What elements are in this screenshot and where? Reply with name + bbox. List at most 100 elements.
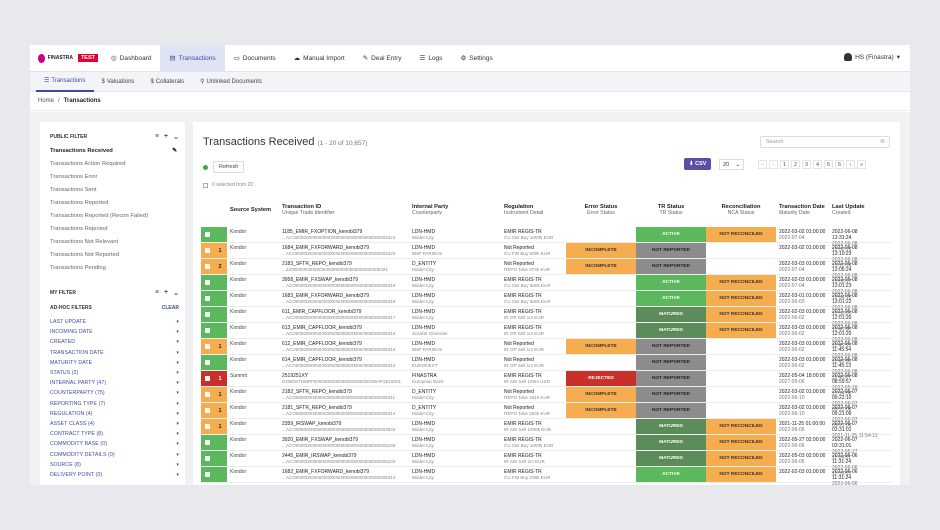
search-clear-icon[interactable]: ⊗ <box>879 139 885 145</box>
public-filter-item[interactable]: Transactions Pending <box>50 261 185 274</box>
subtab-transactions[interactable]: ☰ Transactions <box>36 72 94 92</box>
adhoc-filter-item[interactable]: MATURITY DATE ▾ <box>50 358 185 368</box>
nav-documents[interactable]: ▭ Documents <box>225 45 285 72</box>
transaction-id-cell[interactable]: 2519251XY D2WD07HMPF000000000000000000000… <box>279 371 409 386</box>
adhoc-filter-item[interactable]: REGULATION (4) ▾ <box>50 409 185 419</box>
adhoc-filter-item[interactable]: SOURCE (8) ▾ <box>50 460 185 470</box>
nav-deal-entry[interactable]: ✎ Deal Entry <box>354 45 411 72</box>
list-icon[interactable]: ≡ <box>154 288 160 296</box>
subtab-valuations[interactable]: $ Valuations <box>94 72 143 92</box>
column-header[interactable]: Transaction Date Maturity Date <box>776 196 829 224</box>
adhoc-filter-item[interactable]: DELIVERY POINT (0) ▾ <box>50 470 185 480</box>
nav-transactions[interactable]: ▤ Transactions <box>160 45 225 72</box>
row-checkbox[interactable] <box>204 264 210 269</box>
adhoc-filter-item[interactable]: COUNTERPARTY (75) ▾ <box>50 388 185 398</box>
row-checkbox[interactable] <box>204 440 210 445</box>
table-row[interactable]: 1 Summit 2519251XY D2WD07HMPF00000000000000… <box>201 371 891 397</box>
table-row[interactable]: Kondor 1682_EMIR_FXFORWARD_kenobi379 ...AC… <box>201 467 891 485</box>
column-header[interactable]: TR Status TR Status <box>636 196 706 224</box>
adhoc-filter-item[interactable]: LAST UPDATE ▾ <box>50 317 185 327</box>
transaction-id-cell[interactable]: 2359_IRSWAP_kenobi379 ...ACO0000000000000… <box>279 419 409 434</box>
adhoc-filter-item[interactable]: COMMODITY DETAILS (0) ▾ <box>50 449 185 459</box>
list-icon[interactable]: ≡ <box>154 132 160 140</box>
table-row[interactable]: 1 Kondor 2181_SFTR_REPO_kenobi379 ...ACO000… <box>201 403 891 429</box>
transaction-id-cell[interactable]: 2181_SFTR_REPO_kenobi379 ...ACO0000000000… <box>279 403 409 418</box>
adhoc-filter-item[interactable]: CONTRACT TYPE (8) ▾ <box>50 429 185 439</box>
transaction-id-cell[interactable]: 1683_EMIR_FXFORWARD_kenobi379 ...ACO00000… <box>279 291 409 306</box>
page-button[interactable]: « <box>758 160 767 169</box>
transaction-id-cell[interactable]: 1682_EMIR_FXFORWARD_kenobi379 ...ACO00000… <box>279 467 409 482</box>
adhoc-filter-item[interactable]: INCOMING DATE ▾ <box>50 327 185 337</box>
adhoc-filter-item[interactable]: ASSET CLASS (4) ▾ <box>50 419 185 429</box>
column-header[interactable]: Last Update Created <box>829 196 881 224</box>
column-header[interactable]: Regulation Instrument Detail <box>501 196 566 224</box>
row-checkbox[interactable] <box>204 424 210 429</box>
public-filter-item[interactable]: Transactions Received ✎ <box>50 144 185 157</box>
row-checkbox[interactable] <box>204 312 210 317</box>
csv-export-button[interactable]: ⬇ CSV <box>684 158 712 170</box>
page-button[interactable]: 5 <box>824 160 833 169</box>
column-header[interactable]: Reconciliation NCA Status <box>706 196 776 224</box>
table-row[interactable]: Kondor 3920_EMIR_FXSWAP_kenobi379 ...ACO00… <box>201 435 891 461</box>
select-all-checkbox[interactable] <box>203 182 208 188</box>
column-header[interactable]: Transaction ID Unique Trade Identifier <box>279 196 409 224</box>
transaction-id-cell[interactable]: 611_EMIR_CAPFLOOR_kenobi379 ...ACO0000000… <box>279 307 409 322</box>
add-icon[interactable]: + <box>164 132 169 140</box>
row-checkbox[interactable] <box>204 328 210 333</box>
transaction-id-cell[interactable]: 2182_SFTR_REPO_kenobi379 ...ACO0000000000… <box>279 387 409 402</box>
table-row[interactable]: 1 Kondor 2359_IRSWAP_kenobi379 ...ACO000000… <box>201 419 891 439</box>
table-row[interactable]: Kondor 2445_EMIR_IRSWAP_kenobi379 ...ACO00… <box>201 451 891 477</box>
transaction-id-cell[interactable]: 3958_EMIR_FXSWAP_kenobi379 ...ACO00000000… <box>279 275 409 290</box>
row-checkbox[interactable] <box>204 472 210 477</box>
transaction-id-cell[interactable]: 3920_EMIR_FXSWAP_kenobi379 ...ACO00000000… <box>279 435 409 450</box>
page-button[interactable]: 1 <box>780 160 789 169</box>
adhoc-filter-item[interactable]: COMMODITY BASE (0) ▾ <box>50 439 185 449</box>
transaction-id-cell[interactable]: 613_EMIR_CAPFLOOR_kenobi379 ...ACO0000000… <box>279 323 409 338</box>
transaction-id-cell[interactable]: 614_EMIR_CAPFLOOR_kenobi379 ...ACO0000000… <box>279 355 409 370</box>
public-filter-item[interactable]: Transactions Not Reported <box>50 248 185 261</box>
public-filter-item[interactable]: Transactions Sent <box>50 183 185 196</box>
row-checkbox[interactable] <box>204 280 210 285</box>
page-button[interactable]: › <box>846 160 855 169</box>
page-button[interactable]: » <box>857 160 866 169</box>
transaction-id-cell[interactable]: 612_EMIR_CAPFLOOR_kenobi379 ...ACO0000000… <box>279 339 409 354</box>
adhoc-filter-item[interactable]: REPORTING TYPE (7) ▾ <box>50 399 185 409</box>
transaction-id-cell[interactable]: 2445_EMIR_IRSWAP_kenobi379 ...ACO00000000… <box>279 451 409 466</box>
adhoc-filter-item[interactable]: TRANSACTION DATE ▾ <box>50 348 185 358</box>
table-row[interactable]: Kondor 614_EMIR_CAPFLOOR_kenobi379 ...ACO0… <box>201 355 891 381</box>
table-row[interactable]: 2 Kondor 2183_SFTR_REPO_kenobi379 ...220000… <box>201 259 891 285</box>
table-row[interactable]: Kondor 611_EMIR_CAPFLOOR_kenobi379 ...ACO0… <box>201 307 891 333</box>
row-checkbox[interactable] <box>204 296 210 301</box>
table-row[interactable]: 1 Kondor 1684_EMIR_FXFORWARD_kenobi379 ...A… <box>201 243 891 269</box>
column-header[interactable]: Internal Party Counterparty <box>409 196 501 224</box>
row-checkbox[interactable] <box>204 408 210 413</box>
nav-settings[interactable]: ⚙ Settings <box>451 45 501 72</box>
add-icon[interactable]: + <box>164 288 169 296</box>
page-button[interactable]: ‹ <box>769 160 778 169</box>
row-checkbox[interactable] <box>204 248 210 253</box>
column-header[interactable]: Error Status Error Status <box>566 196 636 224</box>
column-header[interactable]: Source System <box>227 196 279 224</box>
collapse-icon[interactable]: ⌄ <box>173 133 179 141</box>
page-button[interactable]: 2 <box>791 160 800 169</box>
row-checkbox[interactable] <box>204 344 210 349</box>
page-size-select[interactable]: 20 ⌄ <box>719 159 744 170</box>
row-checkbox[interactable] <box>204 376 210 381</box>
transaction-id-cell[interactable]: 1185_EMIR_FXOPTION_kenobi379 ...ACO000000… <box>279 227 409 242</box>
row-checkbox[interactable] <box>204 360 210 365</box>
row-checkbox[interactable] <box>204 232 210 237</box>
public-filter-item[interactable]: Transactions Action Required <box>50 157 185 170</box>
clear-filters-button[interactable]: CLEAR <box>161 304 179 311</box>
public-filter-item[interactable]: Transactions Reported (Recon Failed) <box>50 209 185 222</box>
refresh-button[interactable]: Refresh <box>213 161 245 173</box>
nav-manual-import[interactable]: ☁ Manual Import <box>285 45 354 72</box>
public-filter-item[interactable]: Transactions Error <box>50 170 185 183</box>
nav-dashboard[interactable]: ◎ Dashboard <box>102 45 160 72</box>
table-row[interactable]: Kondor 1683_EMIR_FXFORWARD_kenobi379 ...AC… <box>201 291 891 317</box>
adhoc-filter-item[interactable]: INTERNAL PARTY (47) ▾ <box>50 378 185 388</box>
adhoc-filter-item[interactable]: STATUS (2) ▾ <box>50 368 185 378</box>
subtab-collaterals[interactable]: $ Collaterals <box>142 72 192 92</box>
breadcrumb-home[interactable]: Home <box>38 98 55 104</box>
adhoc-filter-item[interactable]: CREATED ▾ <box>50 337 185 347</box>
table-row[interactable]: Kondor 3958_EMIR_FXSWAP_kenobi379 ...ACO00… <box>201 275 891 301</box>
